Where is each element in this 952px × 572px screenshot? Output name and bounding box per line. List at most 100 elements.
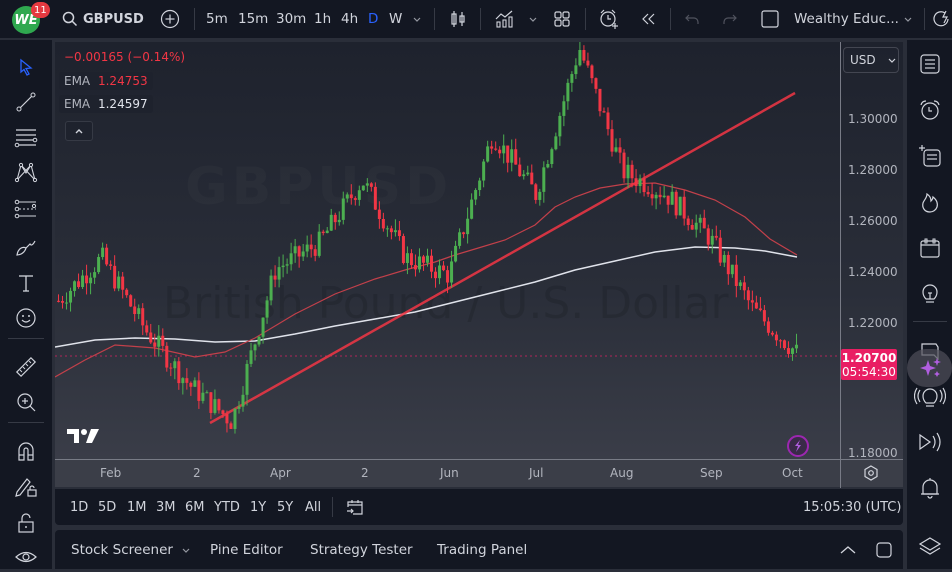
range-ytd[interactable]: YTD xyxy=(214,499,240,515)
redo-button[interactable] xyxy=(722,0,738,38)
alarm-plus-icon xyxy=(600,9,618,29)
chart-settings-button[interactable] xyxy=(863,465,879,481)
timeframe-w[interactable]: W xyxy=(389,11,403,27)
expand-panel-button[interactable] xyxy=(839,530,857,569)
calendar-goto-icon xyxy=(347,500,363,515)
layout-dropdown[interactable] xyxy=(903,0,913,38)
divider xyxy=(670,8,671,30)
tab-pine-editor[interactable]: Pine Editor xyxy=(210,541,283,558)
price-axis[interactable]: 1.30000 1.28000 1.26000 1.24000 1.22000 … xyxy=(840,42,903,460)
tab-stock-screener[interactable]: Stock Screener xyxy=(71,530,190,569)
divider xyxy=(924,8,925,30)
fib-tool[interactable] xyxy=(10,122,42,152)
symbol-search-button[interactable]: GBPUSD xyxy=(62,0,144,38)
lock-drawings-tool[interactable] xyxy=(10,472,42,502)
symbol-name: GBPUSD xyxy=(83,11,144,27)
layout-name[interactable]: Wealthy Educ... xyxy=(794,11,899,27)
measure-tool[interactable] xyxy=(10,352,42,382)
line-icon xyxy=(16,92,36,112)
list-icon xyxy=(920,54,940,74)
price-chart xyxy=(55,42,840,434)
price-tick: 1.30000 xyxy=(848,112,898,126)
timeframe-30m[interactable]: 30m xyxy=(276,11,307,27)
screener-play-button[interactable] xyxy=(913,426,947,458)
ema-fast-legend[interactable]: EMA 1.24753 xyxy=(59,72,153,90)
range-5d[interactable]: 5D xyxy=(98,499,117,515)
magnet-icon xyxy=(18,442,34,461)
layout-checkbox[interactable] xyxy=(760,0,780,38)
timeframe-1h[interactable]: 1h xyxy=(314,11,332,27)
magnet-tool[interactable] xyxy=(10,436,42,466)
tradingview-logo[interactable] xyxy=(66,428,100,444)
rewind-icon xyxy=(642,13,655,25)
range-1d[interactable]: 1D xyxy=(70,499,89,515)
timeframe-d[interactable]: D xyxy=(368,11,379,27)
streams-button[interactable] xyxy=(913,382,947,414)
smiley-icon xyxy=(16,308,36,328)
ideas-button[interactable] xyxy=(913,278,947,310)
chart-pane[interactable]: GBPUSD British Pound / U.S. Dollar −0.00… xyxy=(55,42,840,459)
lock-all-tool[interactable] xyxy=(10,508,42,538)
visibility-tool[interactable] xyxy=(10,542,42,572)
timeframe-15m[interactable]: 15m xyxy=(238,11,269,27)
tab-strategy-tester[interactable]: Strategy Tester xyxy=(310,541,413,558)
add-watchlist-button[interactable] xyxy=(913,140,947,172)
flame-icon xyxy=(922,192,938,213)
range-6m[interactable]: 6M xyxy=(185,499,205,515)
bar-countdown: 05:54:30 xyxy=(842,365,896,379)
forecast-tool[interactable] xyxy=(10,194,42,224)
ema-slow-value: 1.24597 xyxy=(97,97,148,111)
chevron-down-icon xyxy=(888,58,896,63)
avatar-initials: WE xyxy=(14,12,38,28)
ema-slow-legend[interactable]: EMA 1.24597 xyxy=(59,95,153,113)
collapse-legend-button[interactable] xyxy=(65,121,93,141)
range-5y[interactable]: 5Y xyxy=(277,499,294,515)
pattern-tool[interactable] xyxy=(10,157,42,187)
lightning-event-button[interactable] xyxy=(787,435,809,457)
brush-tool[interactable] xyxy=(10,232,42,262)
range-1y[interactable]: 1Y xyxy=(250,499,267,515)
price-tick: 1.28000 xyxy=(848,163,898,177)
timezone-clock[interactable]: 15:05:30 (UTC) xyxy=(803,499,902,515)
quick-actions-button[interactable] xyxy=(932,0,952,38)
chart-type-button[interactable] xyxy=(448,0,468,38)
create-alert-button[interactable] xyxy=(598,0,620,38)
ai-assistant-button[interactable] xyxy=(907,349,952,387)
zoom-in-tool[interactable] xyxy=(10,387,42,417)
lightning-icon xyxy=(795,440,801,452)
timeframe-dropdown[interactable] xyxy=(412,0,422,38)
trendline-tool[interactable] xyxy=(10,87,42,117)
range-1m[interactable]: 1M xyxy=(127,499,147,515)
range-all[interactable]: All xyxy=(305,499,322,515)
timeframe-4h[interactable]: 4h xyxy=(341,11,359,27)
time-tick: 2 xyxy=(193,466,201,480)
range-3m[interactable]: 3M xyxy=(156,499,176,515)
price-tick: 1.24000 xyxy=(848,265,898,279)
text-tool[interactable] xyxy=(10,268,42,298)
layouts-button[interactable] xyxy=(553,0,571,38)
hotlists-button[interactable] xyxy=(913,186,947,218)
add-list-icon xyxy=(919,145,941,167)
indicators-button[interactable] xyxy=(494,0,516,38)
alerts-button[interactable] xyxy=(913,94,947,126)
calendar-button[interactable] xyxy=(913,232,947,264)
goto-date-button[interactable] xyxy=(345,489,365,525)
notifications-button[interactable] xyxy=(913,472,947,504)
object-tree-button[interactable] xyxy=(913,530,947,562)
time-axis[interactable]: Feb 2 Apr 2 Jun Jul Aug Sep Oct xyxy=(55,459,903,488)
divider xyxy=(332,497,333,517)
watchlist-button[interactable] xyxy=(913,48,947,80)
chevron-down-icon xyxy=(529,17,537,22)
emoji-tool[interactable] xyxy=(10,303,42,333)
replay-button[interactable] xyxy=(639,0,657,38)
tab-trading-panel[interactable]: Trading Panel xyxy=(437,541,528,558)
indicators-dropdown[interactable] xyxy=(528,0,538,38)
cursor-tool[interactable] xyxy=(10,52,42,82)
chevron-down-icon xyxy=(413,17,421,22)
currency-dropdown[interactable]: USD xyxy=(843,47,899,73)
undo-button[interactable] xyxy=(684,0,700,38)
maximize-panel-button[interactable] xyxy=(875,530,893,569)
bell-icon xyxy=(921,478,939,499)
timeframe-5m[interactable]: 5m xyxy=(206,11,228,27)
compare-symbol-button[interactable] xyxy=(160,0,180,38)
